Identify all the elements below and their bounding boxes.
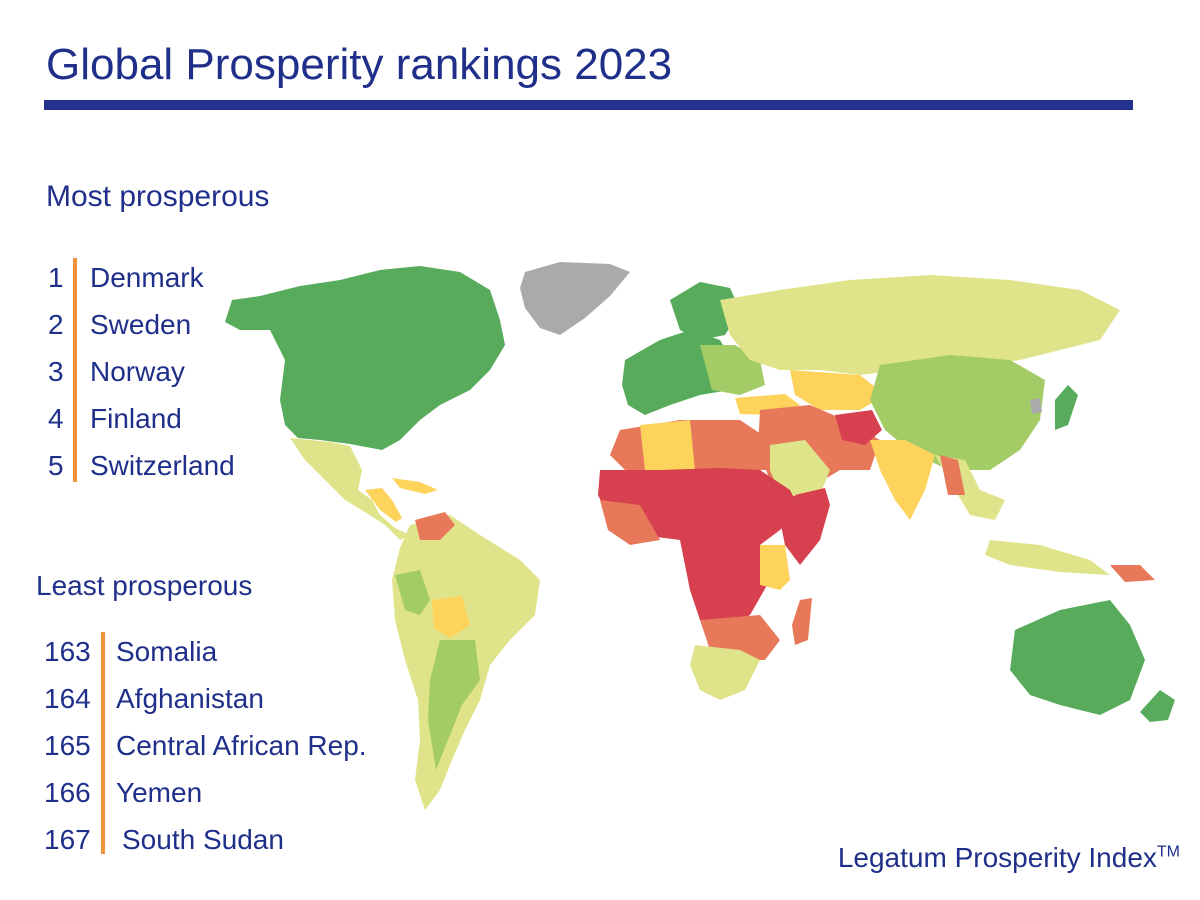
- venezuela-region: [415, 512, 455, 540]
- china-region: [870, 355, 1045, 470]
- india-region: [870, 440, 935, 520]
- country-name: Norway: [90, 356, 185, 387]
- central-america-region: [365, 488, 402, 522]
- rank-number: 3: [48, 356, 64, 387]
- peru-region: [395, 570, 430, 615]
- japan-region: [1055, 385, 1078, 430]
- horn-region: [780, 495, 830, 565]
- new-zealand-region: [1140, 690, 1175, 722]
- rank-number: 2: [48, 309, 64, 340]
- country-name: Finland: [90, 403, 182, 434]
- rank-number: 164: [44, 683, 91, 714]
- greenland-region: [520, 262, 630, 335]
- country-name: Somalia: [116, 636, 218, 667]
- russia-region: [720, 275, 1120, 375]
- central-africa-region: [680, 540, 770, 630]
- west-africa-coast-region: [600, 500, 660, 545]
- southern-cone-region: [428, 640, 480, 770]
- most-prosperous-bar: [73, 258, 77, 482]
- least-prosperous-bar: [101, 632, 105, 854]
- country-name: South Sudan: [122, 824, 284, 855]
- central-asia-region: [790, 370, 885, 410]
- caribbean-region: [392, 478, 438, 494]
- madagascar-region: [792, 598, 812, 645]
- rank-number: 4: [48, 403, 64, 434]
- myanmar-region: [940, 455, 965, 495]
- country-name: Afghanistan: [116, 683, 264, 714]
- north-america-region: [225, 266, 505, 450]
- scandinavia-region: [670, 282, 740, 340]
- rank-number: 163: [44, 636, 91, 667]
- bolivia-region: [432, 596, 470, 638]
- korea-region: [1030, 398, 1042, 414]
- country-name: Denmark: [90, 262, 204, 293]
- country-name: Switzerland: [90, 450, 235, 481]
- most-prosperous-heading: Most prosperous: [46, 180, 270, 213]
- title-rule: [44, 100, 1133, 110]
- country-name: Yemen: [116, 777, 203, 808]
- rank-number: 5: [48, 450, 64, 481]
- mexico-region: [290, 438, 410, 540]
- east-africa-region: [760, 545, 790, 590]
- png-region: [1110, 565, 1155, 582]
- indonesia-region: [985, 540, 1110, 575]
- trademark-mark: TM: [1156, 843, 1180, 861]
- credit-text: Legatum Prosperity Index: [837, 842, 1157, 873]
- afghanistan-region: [835, 410, 882, 445]
- rank-number: 165: [44, 730, 91, 761]
- country-name: Central African Rep.: [116, 730, 367, 761]
- source-credit: Legatum Prosperity IndexTM: [838, 842, 1180, 874]
- south-africa-region: [690, 645, 760, 700]
- australia-region: [1010, 600, 1145, 715]
- rank-number: 1: [48, 262, 64, 293]
- algeria-region: [640, 420, 695, 470]
- rank-number: 166: [44, 777, 91, 808]
- page-title: Global Prosperity rankings 2023: [46, 40, 673, 89]
- rank-number: 167: [44, 824, 91, 855]
- country-name: Sweden: [90, 309, 192, 340]
- least-prosperous-heading: Least prosperous: [36, 570, 253, 601]
